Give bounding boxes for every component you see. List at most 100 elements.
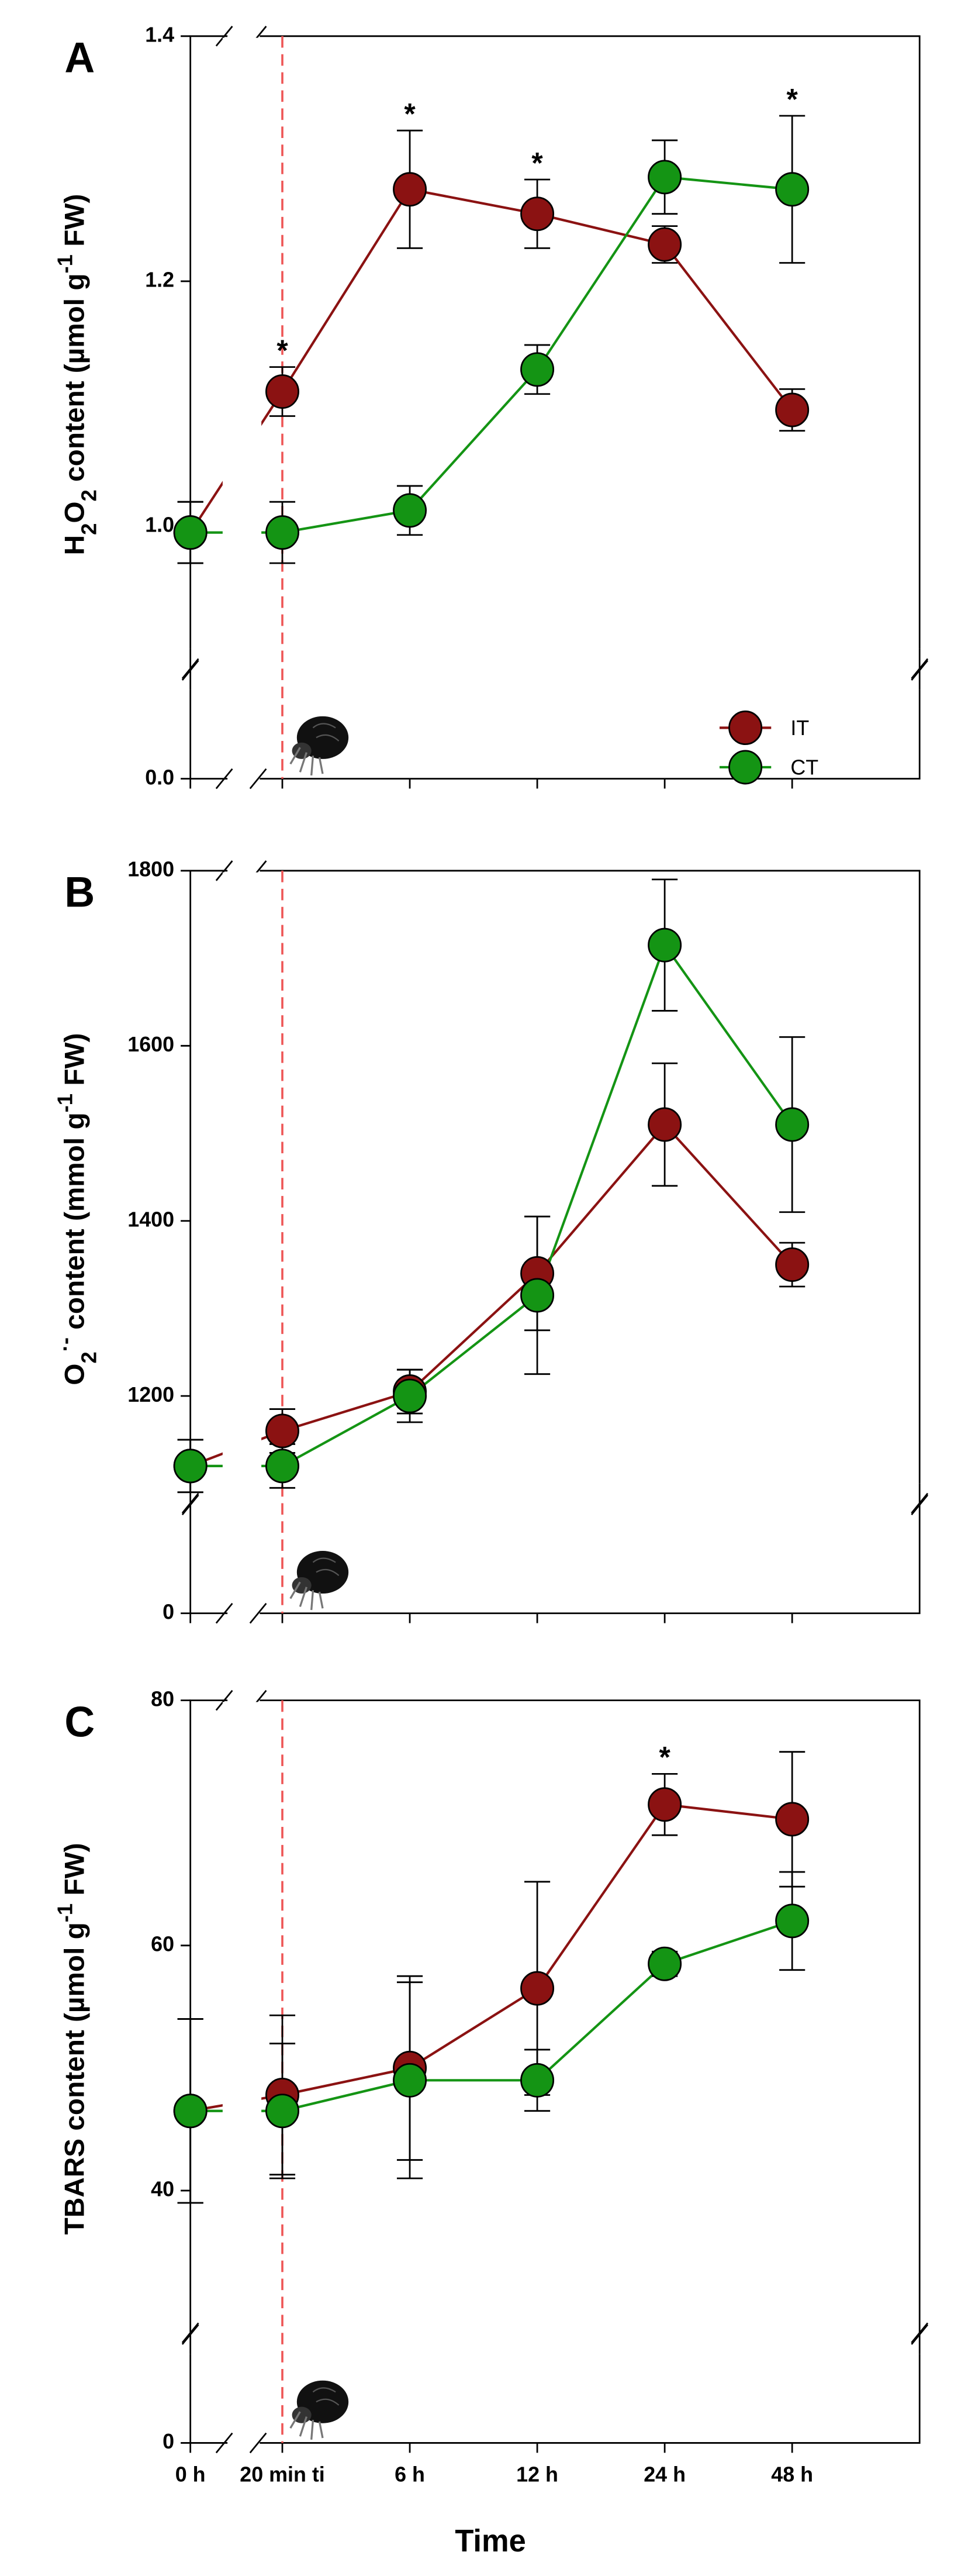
- significance-mark: *: [531, 146, 543, 179]
- mite-icon: [289, 715, 350, 777]
- x-tick-label: 20 min ti: [240, 2462, 325, 2486]
- y-axis-label-part: FW): [60, 194, 91, 254]
- y-tick-label: 0: [163, 2429, 174, 2453]
- data-point: [648, 1107, 682, 1142]
- y-axis-label-part: O: [60, 1364, 91, 1385]
- y-tick-label: 40: [151, 2177, 174, 2201]
- y-axis-label-part: 2: [77, 1351, 101, 1363]
- legend-label: IT: [790, 716, 809, 740]
- y-tick-label: 1.4: [145, 22, 174, 46]
- y-axis-label-part: FW): [60, 1033, 91, 1094]
- x-break-cover: [222, 1702, 262, 2313]
- y-tick-label: 80: [151, 1687, 174, 1711]
- data-point: [648, 927, 682, 963]
- axis-frame: [189, 870, 921, 1615]
- data-point: [265, 1449, 299, 1484]
- data-point: [775, 1802, 810, 1837]
- data-point: [173, 2094, 208, 2129]
- y-axis-label-part: ·-: [53, 1337, 77, 1351]
- y-axis-label-part: TBARS content (µmol g: [60, 1922, 91, 2234]
- axis-break-mark: [215, 768, 233, 789]
- y-axis-label: TBARS content (µmol g-1 FW): [53, 1843, 90, 2234]
- y-axis-label-part: 2: [77, 523, 101, 535]
- data-point: [265, 2094, 299, 2129]
- data-point: [520, 2063, 555, 2098]
- data-point: [648, 1787, 682, 1822]
- axis-frame: [189, 1699, 921, 2444]
- y-axis-label-part: -1: [53, 254, 77, 273]
- x-break-gap: [227, 774, 260, 784]
- y-tick-label: 1400: [127, 1207, 174, 1231]
- y-tick-label: 1200: [127, 1382, 174, 1406]
- data-point: [265, 515, 299, 550]
- y-axis-label-part: content (mmol g: [60, 1112, 91, 1337]
- x-break-gap: [227, 1608, 260, 1619]
- x-tick-label: 48 h: [771, 2462, 813, 2486]
- x-break-cover: [222, 37, 262, 649]
- data-point: [393, 172, 427, 207]
- x-break-cover: [222, 872, 262, 1484]
- x-tick-label: 24 h: [644, 2462, 686, 2486]
- y-axis-label-part: O: [60, 501, 91, 523]
- panel: C 40 60 80 00 h 20 min ti 6 h 12 h 24 h 48 h TBARS…: [53, 1687, 929, 2558]
- axis-break-mark: [215, 1602, 233, 1624]
- data-point: [393, 2063, 427, 2098]
- axis-break-mark: [215, 2432, 233, 2454]
- axis-frame: [189, 35, 921, 780]
- significance-mark: *: [786, 82, 798, 115]
- y-tick-label: 0.0: [145, 765, 174, 789]
- data-point: [393, 1378, 427, 1413]
- y-tick-label: 0: [163, 1599, 174, 1623]
- series-line: [190, 942, 793, 1467]
- series-line: [190, 1803, 793, 2112]
- data-point: [775, 1903, 810, 1939]
- legend-marker: [728, 711, 763, 746]
- data-point: [520, 1278, 555, 1313]
- y-axis-label: O2·- content (mmol g-1 FW): [53, 1033, 100, 1385]
- axis-stub: [189, 2313, 921, 2354]
- y-axis-label-part: H: [60, 535, 91, 555]
- axis-break-mark: [215, 26, 233, 47]
- y-axis-label-part: content (µmol g: [60, 273, 91, 489]
- data-point: [775, 392, 810, 427]
- data-point: [520, 352, 555, 387]
- data-point: [520, 1971, 555, 2006]
- x-axis-label: Time: [455, 2523, 526, 2558]
- data-point: [648, 1946, 682, 1981]
- axis-break-mark: [215, 860, 233, 881]
- data-point: [648, 160, 682, 195]
- data-point: [775, 1247, 810, 1282]
- data-point: [775, 1107, 810, 1142]
- axis-break-mark: [249, 768, 267, 789]
- panel: B 1200 1400 1600 1800 0 O2·- content (mmol g-1…: [53, 857, 929, 1624]
- data-point: [173, 1449, 208, 1484]
- panel-letter: B: [64, 868, 95, 916]
- x-tick-label: 12 h: [516, 2462, 558, 2486]
- data-point: [648, 227, 682, 262]
- axis-break-mark: [249, 2432, 267, 2454]
- panel-letter: C: [64, 1698, 95, 1746]
- panel-letter: A: [64, 34, 95, 82]
- data-point: [520, 196, 555, 232]
- axis-stub: [189, 649, 921, 690]
- data-point: [265, 1413, 299, 1449]
- y-axis-label-part: -1: [53, 1094, 77, 1112]
- y-tick-label: 60: [151, 1932, 174, 1956]
- x-tick-label: 0 h: [175, 2462, 206, 2486]
- data-point: [173, 515, 208, 550]
- significance-mark: *: [404, 98, 416, 130]
- y-axis-label-part: -1: [53, 1903, 77, 1922]
- mite-icon: [289, 1550, 350, 1611]
- y-tick-label: 1.0: [145, 512, 174, 536]
- significance-mark: *: [659, 1741, 670, 1774]
- axis-break-mark: [249, 1602, 267, 1624]
- data-point: [393, 493, 427, 528]
- y-tick-label: 1.2: [145, 267, 174, 291]
- y-tick-label: 1800: [127, 857, 174, 881]
- significance-mark: *: [276, 334, 288, 367]
- legend-label: CT: [790, 755, 818, 779]
- series-line: [189, 188, 793, 533]
